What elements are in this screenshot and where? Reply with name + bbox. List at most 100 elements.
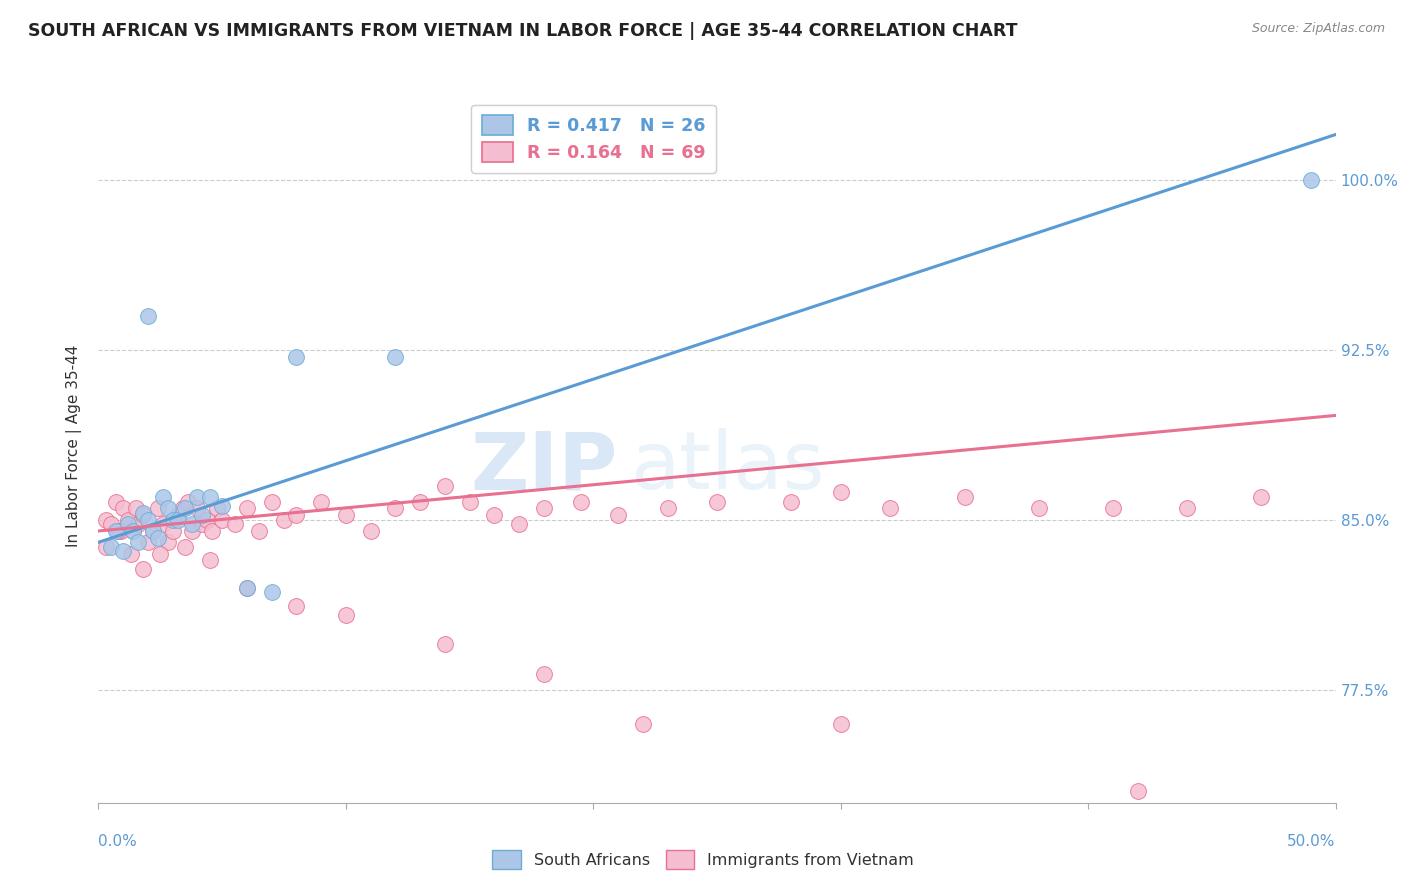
Point xyxy=(174,501,197,516)
Point xyxy=(132,562,155,576)
Point xyxy=(569,494,592,508)
Point xyxy=(198,553,221,567)
Point xyxy=(127,535,149,549)
Point xyxy=(146,501,169,516)
Point xyxy=(110,524,132,538)
Text: atlas: atlas xyxy=(630,428,825,507)
Text: Source: ZipAtlas.com: Source: ZipAtlas.com xyxy=(1251,22,1385,36)
Point xyxy=(607,508,630,522)
Text: 0.0%: 0.0% xyxy=(98,834,138,849)
Point xyxy=(953,490,976,504)
Point xyxy=(780,494,803,508)
Point xyxy=(433,478,456,492)
Point xyxy=(122,524,145,538)
Point xyxy=(533,666,555,681)
Point xyxy=(146,531,169,545)
Point xyxy=(156,501,179,516)
Point xyxy=(1299,173,1322,187)
Point xyxy=(132,506,155,520)
Point xyxy=(174,540,197,554)
Point xyxy=(1102,501,1125,516)
Point xyxy=(120,547,142,561)
Point xyxy=(830,716,852,731)
Point xyxy=(335,508,357,522)
Point xyxy=(166,508,188,522)
Point xyxy=(236,581,259,595)
Point xyxy=(162,513,184,527)
Point xyxy=(186,490,208,504)
Point xyxy=(166,513,188,527)
Point xyxy=(1175,501,1198,516)
Point xyxy=(136,535,159,549)
Legend: R = 0.417   N = 26, R = 0.164   N = 69: R = 0.417 N = 26, R = 0.164 N = 69 xyxy=(471,105,716,173)
Point xyxy=(285,508,308,522)
Point xyxy=(384,350,406,364)
Point xyxy=(211,499,233,513)
Point xyxy=(94,540,117,554)
Point xyxy=(198,490,221,504)
Point xyxy=(176,494,198,508)
Point xyxy=(433,637,456,651)
Y-axis label: In Labor Force | Age 35-44: In Labor Force | Age 35-44 xyxy=(66,345,83,547)
Point xyxy=(1028,501,1050,516)
Text: ZIP: ZIP xyxy=(471,428,619,507)
Point xyxy=(136,513,159,527)
Point xyxy=(236,581,259,595)
Point xyxy=(117,513,139,527)
Point xyxy=(100,540,122,554)
Point xyxy=(195,513,218,527)
Point xyxy=(104,524,127,538)
Point xyxy=(657,501,679,516)
Point xyxy=(172,501,194,516)
Point xyxy=(211,513,233,527)
Point xyxy=(201,524,224,538)
Point xyxy=(117,517,139,532)
Point xyxy=(112,501,135,516)
Point xyxy=(260,494,283,508)
Point xyxy=(142,524,165,538)
Point xyxy=(100,517,122,532)
Point xyxy=(149,547,172,561)
Point xyxy=(335,607,357,622)
Point xyxy=(122,524,145,538)
Point xyxy=(181,517,204,532)
Point xyxy=(384,501,406,516)
Point xyxy=(124,501,146,516)
Point xyxy=(1126,784,1149,798)
Point xyxy=(409,494,432,508)
Point xyxy=(360,524,382,538)
Point xyxy=(236,501,259,516)
Point xyxy=(152,490,174,504)
Point xyxy=(508,517,530,532)
Point xyxy=(273,513,295,527)
Point xyxy=(631,716,654,731)
Point xyxy=(132,508,155,522)
Point xyxy=(1250,490,1272,504)
Point xyxy=(247,524,270,538)
Point xyxy=(191,517,214,532)
Point xyxy=(162,524,184,538)
Point xyxy=(830,485,852,500)
Point xyxy=(285,599,308,613)
Point xyxy=(458,494,481,508)
Text: SOUTH AFRICAN VS IMMIGRANTS FROM VIETNAM IN LABOR FORCE | AGE 35-44 CORRELATION : SOUTH AFRICAN VS IMMIGRANTS FROM VIETNAM… xyxy=(28,22,1018,40)
Point xyxy=(191,508,214,522)
Point xyxy=(152,517,174,532)
Point xyxy=(484,508,506,522)
Point xyxy=(879,501,901,516)
Point xyxy=(706,494,728,508)
Point xyxy=(94,513,117,527)
Legend: South Africans, Immigrants from Vietnam: South Africans, Immigrants from Vietnam xyxy=(485,844,921,875)
Point xyxy=(285,350,308,364)
Point xyxy=(107,524,129,538)
Point xyxy=(309,494,332,508)
Text: 50.0%: 50.0% xyxy=(1288,834,1336,849)
Point xyxy=(156,535,179,549)
Point xyxy=(181,524,204,538)
Point xyxy=(104,494,127,508)
Point xyxy=(224,517,246,532)
Point xyxy=(136,309,159,323)
Point xyxy=(142,524,165,538)
Point xyxy=(112,544,135,558)
Point xyxy=(260,585,283,599)
